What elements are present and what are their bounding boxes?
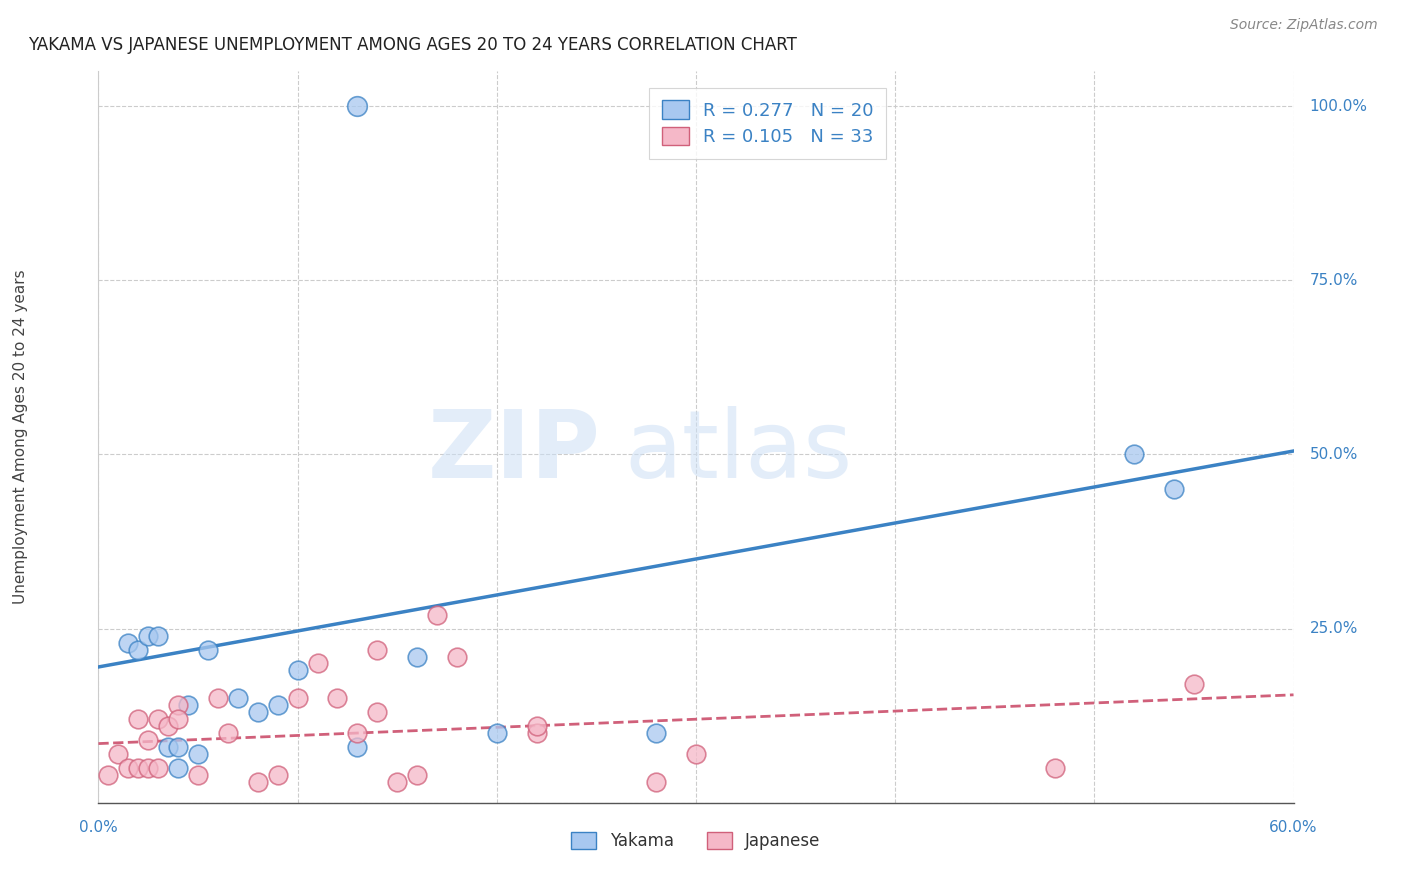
Point bbox=[136, 733, 159, 747]
Point bbox=[406, 768, 429, 782]
Point bbox=[645, 726, 668, 740]
Text: YAKAMA VS JAPANESE UNEMPLOYMENT AMONG AGES 20 TO 24 YEARS CORRELATION CHART: YAKAMA VS JAPANESE UNEMPLOYMENT AMONG AG… bbox=[28, 36, 797, 54]
Point bbox=[246, 705, 269, 719]
Point bbox=[157, 719, 180, 733]
Point bbox=[526, 719, 548, 733]
Legend: Yakama, Japanese: Yakama, Japanese bbox=[565, 825, 827, 856]
Point bbox=[385, 775, 409, 789]
Point bbox=[267, 698, 290, 713]
Point bbox=[97, 768, 120, 782]
Point bbox=[326, 691, 349, 706]
Text: 25.0%: 25.0% bbox=[1309, 621, 1358, 636]
Point bbox=[117, 635, 139, 649]
Point bbox=[177, 698, 200, 713]
Text: Source: ZipAtlas.com: Source: ZipAtlas.com bbox=[1230, 18, 1378, 32]
Point bbox=[287, 691, 309, 706]
Point bbox=[346, 99, 368, 113]
Point bbox=[426, 607, 449, 622]
Point bbox=[167, 712, 190, 726]
Point bbox=[366, 642, 388, 657]
Point bbox=[685, 747, 707, 761]
Point bbox=[136, 629, 159, 643]
Point bbox=[117, 761, 139, 775]
Point bbox=[207, 691, 229, 706]
Point bbox=[167, 698, 190, 713]
Point bbox=[1163, 483, 1185, 497]
Text: atlas: atlas bbox=[624, 406, 852, 498]
Point bbox=[226, 691, 249, 706]
Point bbox=[187, 768, 209, 782]
Point bbox=[167, 761, 190, 775]
Point bbox=[1123, 448, 1146, 462]
Point bbox=[526, 726, 548, 740]
Point bbox=[127, 642, 149, 657]
Point bbox=[107, 747, 129, 761]
Point bbox=[287, 664, 309, 678]
Text: 100.0%: 100.0% bbox=[1309, 99, 1368, 113]
Point bbox=[645, 775, 668, 789]
Text: 50.0%: 50.0% bbox=[1309, 447, 1358, 462]
Text: 60.0%: 60.0% bbox=[1270, 821, 1317, 835]
Text: 0.0%: 0.0% bbox=[79, 821, 118, 835]
Point bbox=[1043, 761, 1066, 775]
Point bbox=[346, 726, 368, 740]
Point bbox=[246, 775, 269, 789]
Point bbox=[1182, 677, 1205, 691]
Text: ZIP: ZIP bbox=[427, 406, 600, 498]
Point bbox=[148, 712, 170, 726]
Point bbox=[187, 747, 209, 761]
Point bbox=[346, 740, 368, 755]
Point bbox=[148, 761, 170, 775]
Text: 75.0%: 75.0% bbox=[1309, 273, 1358, 288]
Text: Unemployment Among Ages 20 to 24 years: Unemployment Among Ages 20 to 24 years bbox=[13, 269, 28, 605]
Point bbox=[485, 726, 508, 740]
Point bbox=[307, 657, 329, 671]
Point bbox=[217, 726, 239, 740]
Point bbox=[127, 761, 149, 775]
Point bbox=[267, 768, 290, 782]
Point bbox=[148, 629, 170, 643]
Point bbox=[366, 705, 388, 719]
Point bbox=[167, 740, 190, 755]
Point bbox=[136, 761, 159, 775]
Point bbox=[406, 649, 429, 664]
Point bbox=[197, 642, 219, 657]
Point bbox=[446, 649, 468, 664]
Point bbox=[157, 740, 180, 755]
Point bbox=[127, 712, 149, 726]
